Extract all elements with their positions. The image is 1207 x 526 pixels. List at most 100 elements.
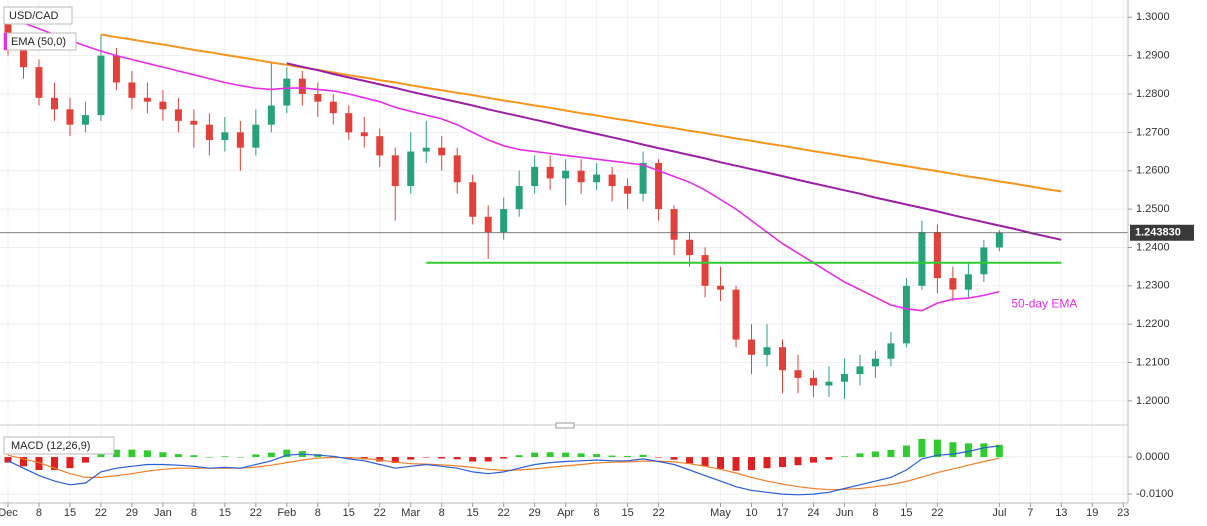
candle-body [608,174,616,187]
macd-histogram-bar [283,449,291,458]
macd-histogram-bar [546,452,554,458]
candle-body [329,101,337,114]
candle-body [50,97,58,110]
macd-histogram-bar [531,452,539,458]
macd-histogram-bar [252,454,260,458]
signal-line [7,454,1000,491]
macd-histogram-bar [50,457,58,471]
candle-body [283,78,291,106]
candle-body [933,232,941,279]
x-tick-label: 13 [1055,507,1067,519]
candle-body [856,366,864,375]
candle-body [298,78,306,94]
macd-histogram-bar [918,438,926,458]
candle-body [515,186,523,210]
candle-body [825,381,833,386]
y-tick-label: -0.0100 [1136,488,1173,500]
candle-body [562,170,570,179]
macd-histogram-bar [500,457,508,459]
x-tick-label: Mar [401,507,420,519]
x-tick-label: May [710,507,731,519]
candle-body [159,101,167,110]
candle-body [376,136,384,156]
x-tick-label: 23 [1117,507,1129,519]
candle-body [422,147,430,152]
y-tick-label: 1.2300 [1136,280,1170,292]
y-tick-label: 1.2600 [1136,165,1170,177]
y-tick-label: 1.2700 [1136,126,1170,138]
macd-histogram-bar [159,452,167,458]
last-price-badge [1130,224,1194,241]
candle-body [97,55,105,116]
macd-histogram-bar [701,457,709,467]
x-tick-label: 24 [807,507,819,519]
macd-histogram-bar [608,455,616,458]
candle-body [500,209,508,233]
candle-body [670,209,678,240]
x-tick-label: Feb [277,507,296,519]
x-tick-label: 15 [621,507,633,519]
macd-label: MACD (12,26,9) [11,440,90,452]
candle-body [840,374,848,382]
y-tick-label: 1.3000 [1136,11,1170,23]
macd-histogram-bar [655,457,663,458]
macd-histogram-bar [871,451,879,458]
macd-histogram-bar [376,457,384,462]
macd-line [7,445,1000,496]
macd-histogram-bar [717,457,725,469]
macd-histogram-bar [19,457,27,467]
trend-line [100,33,1062,193]
macd-histogram-bar [236,457,244,458]
macd-histogram-bar [81,457,89,463]
macd-histogram-bar [732,457,740,471]
macd-histogram-bar [267,452,275,458]
candle-body [128,82,136,98]
macd-histogram-bar [515,455,523,458]
candle-body [469,182,477,217]
candle-body [717,285,725,290]
candle-body [174,109,182,121]
legend-swatch [4,33,7,50]
macd-histogram-bar [35,457,43,471]
candle-body [221,132,229,141]
panel-handle [555,422,575,429]
macd-histogram-bar [174,454,182,458]
macd-histogram-bar [205,457,213,458]
candle-body [748,339,756,355]
candle-body [407,151,415,187]
last-price-label: 1.243830 [1135,227,1181,239]
y-tick-label: 1.2800 [1136,88,1170,100]
x-tick-label: 22 [498,507,510,519]
macd-histogram-bar [902,445,910,458]
macd-histogram-bar [686,457,694,464]
macd-histogram-bar [469,457,477,462]
candle-body [190,120,198,125]
x-tick-label: Apr [557,507,574,519]
candle-body [624,186,632,194]
x-tick-label: 22 [652,507,664,519]
macd-histogram-bar [438,457,446,459]
x-tick-label: 15 [219,507,231,519]
x-tick-label: 8 [872,507,878,519]
grid [0,0,1128,503]
x-tick-label: 15 [900,507,912,519]
ema-label: EMA (50,0) [11,36,66,48]
candle-body [964,274,972,290]
macd-histogram-bar [763,457,771,469]
axes: 1.3000 1.2900 1.2800 1.2700 1.2600 1.2500 1.24… [0,11,1194,519]
macd-histogram-bar [825,457,833,460]
x-tick-label: 8 [315,507,321,519]
candle-body [887,343,895,359]
x-tick-label: Jul [992,507,1006,519]
trend-line [286,62,1062,241]
candle-body [236,132,244,148]
y-tick-label: 1.2400 [1136,241,1170,253]
macd-histogram-bar [670,457,678,460]
macd-histogram-bar [4,457,12,463]
candle-body [902,285,910,344]
x-tick-label: Dec [0,507,18,519]
x-tick-label: 17 [776,507,788,519]
x-tick-label: 8 [36,507,42,519]
candle-body [686,239,694,256]
